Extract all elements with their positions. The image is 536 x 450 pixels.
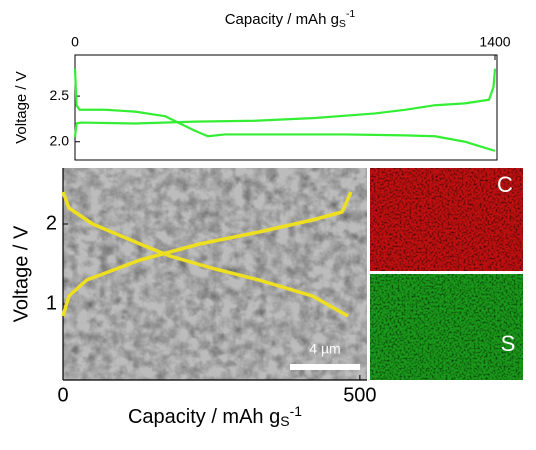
y-axis-label: Voltage / V [10, 225, 32, 322]
x-axis-label-sub: S [280, 413, 289, 429]
eds-label: C [497, 172, 513, 197]
x-tick-label: 0 [71, 34, 79, 50]
x-axis-label: Capacity / mAh gS-1 [225, 8, 356, 30]
plot-frame [74, 54, 498, 161]
eds-texture [370, 274, 523, 380]
x-tick-label: 1400 [479, 34, 510, 50]
y-tick-label: 2 [46, 212, 57, 234]
data-line [61, 191, 353, 317]
eds-texture [370, 168, 523, 271]
sem-texture [63, 168, 367, 380]
x-axis-label-text: Capacity / mAh g [128, 406, 280, 428]
x-axis-label-text: Capacity / mAh g [225, 11, 339, 28]
x-axis-label-sup: -1 [290, 403, 303, 419]
eds-label: S [501, 331, 516, 356]
x-tick-label: 0 [57, 384, 68, 406]
x-axis-label-sup: -1 [346, 8, 355, 20]
y-tick-label: 1 [46, 292, 57, 314]
y-tick-label: 2.0 [50, 132, 70, 148]
x-axis-label-sub: S [339, 18, 346, 30]
scale-bar [290, 364, 360, 370]
data-line [61, 191, 349, 318]
x-axis-label: Capacity / mAh gS-1 [128, 403, 302, 429]
y-tick-label: 2.5 [50, 87, 70, 103]
data-line [73, 68, 497, 138]
x-tick-label: 500 [343, 384, 376, 406]
data-line [73, 68, 496, 152]
y-axis-label: Voltage / V [13, 71, 30, 144]
scale-bar-label: 4 µm [309, 341, 340, 357]
